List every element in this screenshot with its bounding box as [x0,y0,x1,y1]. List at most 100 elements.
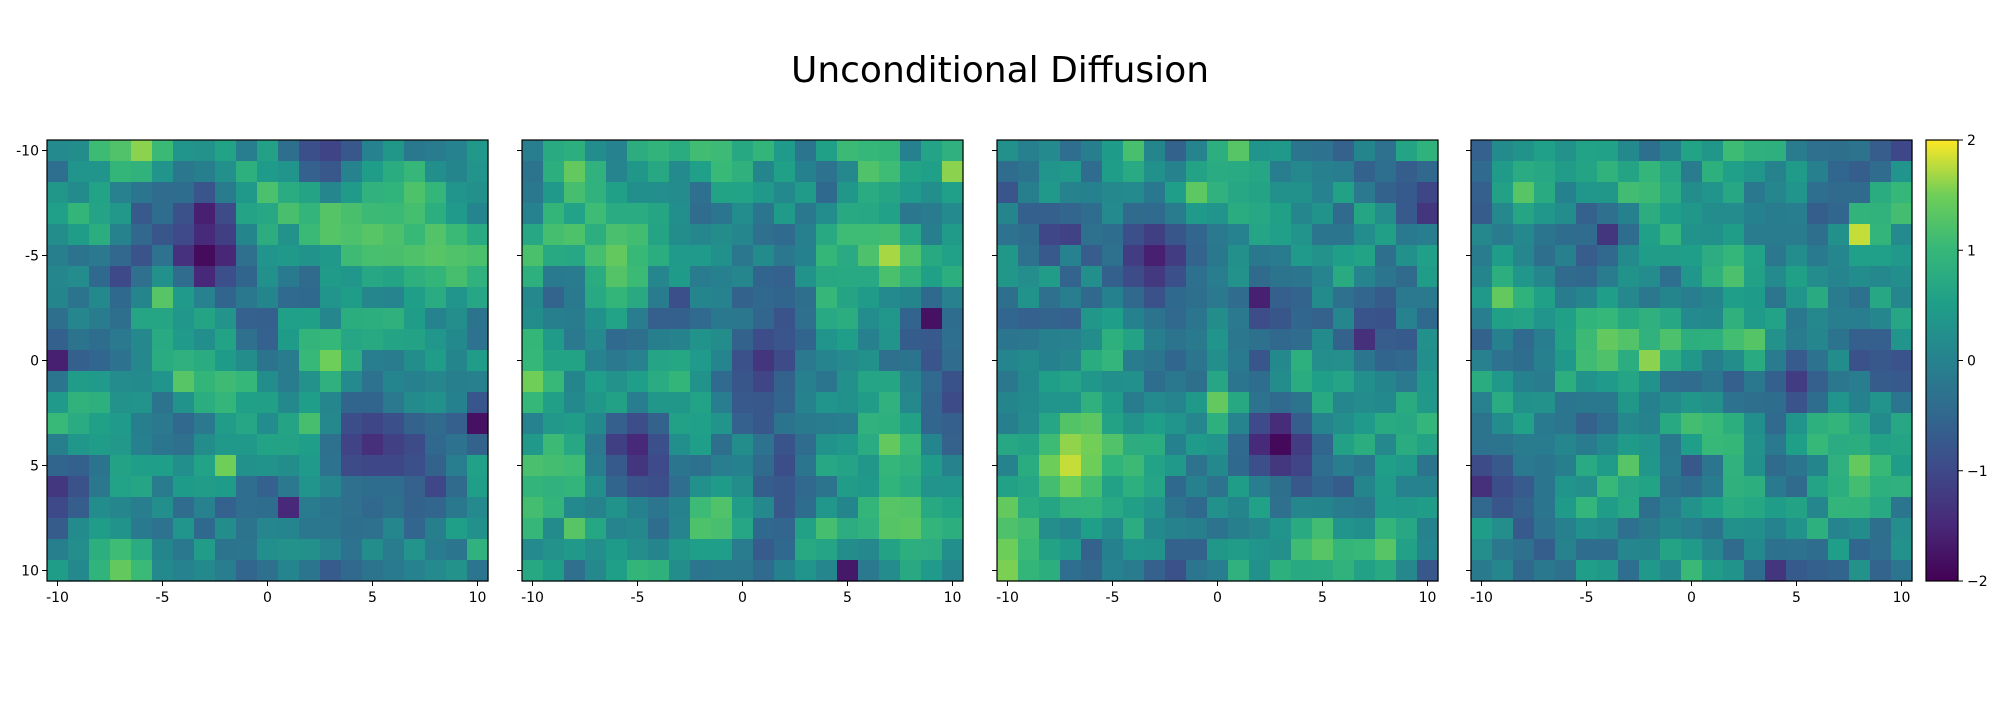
heatmap-cell [1576,245,1598,267]
heatmap-cell [753,203,775,225]
heatmap-cell [110,539,132,561]
heatmap-cell [997,476,1019,498]
heatmap-cell [1849,329,1871,351]
heatmap-cell [194,203,216,225]
heatmap-cell [711,539,733,561]
heatmap-cell [522,413,544,435]
heatmap-cell [1081,182,1103,204]
heatmap-cell [1207,497,1229,519]
heatmap-cell [257,518,279,540]
x-tick-label: 10 [944,590,962,606]
heatmap-cell [320,308,342,330]
heatmap-cell [1060,497,1082,519]
heatmap-cell [606,182,628,204]
heatmap-cell [1828,455,1850,477]
heatmap-cell [1228,560,1250,582]
heatmap-cell [1312,161,1334,183]
heatmap-cell [320,140,342,162]
heatmap-cell [68,287,90,309]
heatmap-cell [404,476,426,498]
heatmap-cell [711,287,733,309]
heatmap-cell [1228,182,1250,204]
heatmap-cell [1396,161,1418,183]
x-tick-label: 0 [1213,590,1222,606]
heatmap-cell [467,476,489,498]
heatmap-cell [1555,287,1577,309]
heatmap-cell [362,350,384,372]
heatmap-cell [1618,413,1640,435]
heatmap-cell [257,350,279,372]
heatmap-cell [320,161,342,183]
heatmap-cell [1891,245,1913,267]
heatmap-cell [1249,476,1271,498]
heatmap-cell [627,203,649,225]
heatmap-cell [446,266,468,288]
heatmap-cell [173,140,195,162]
heatmap-cell [1786,476,1808,498]
heatmap-cell [1144,518,1166,540]
heatmap-cell [1291,350,1313,372]
heatmap-cell [1228,287,1250,309]
heatmap-cell [1828,539,1850,561]
heatmap-cell [1513,392,1535,414]
heatmap-cell [1249,308,1271,330]
heatmap-cell [1018,245,1040,267]
heatmap-cell [522,266,544,288]
heatmap-cell [1060,182,1082,204]
heatmap-cell [858,182,880,204]
heatmap-cell [320,560,342,582]
heatmap-cell [362,203,384,225]
heatmap-cell [1102,371,1124,393]
heatmap-cell [341,287,363,309]
heatmap-cell [1081,350,1103,372]
heatmap-cell [1144,224,1166,246]
heatmap-cell [110,371,132,393]
heatmap-cell [1618,476,1640,498]
heatmap-cell [1039,161,1061,183]
heatmap-cell [1786,434,1808,456]
heatmap-cell [774,308,796,330]
heatmap-cell [795,497,817,519]
heatmap-cell [1123,497,1145,519]
heatmap-cell [522,308,544,330]
x-tick-label: 5 [843,590,852,606]
heatmap-cell [627,224,649,246]
heatmap-cell [1375,371,1397,393]
heatmap-cell [404,266,426,288]
heatmap-cell [194,455,216,477]
heatmap-cell [110,182,132,204]
heatmap-cell [1039,329,1061,351]
heatmap-cell [89,455,111,477]
heatmap-cell [816,518,838,540]
heatmap-cell [1375,497,1397,519]
heatmap-cell [1744,434,1766,456]
heatmap-cell [1081,245,1103,267]
heatmap-cell [446,350,468,372]
heatmap-cell [816,287,838,309]
heatmap-cell [997,434,1019,456]
heatmap-cell [1555,434,1577,456]
heatmap-cell [585,539,607,561]
heatmap-cell [152,203,174,225]
heatmap-cell [446,224,468,246]
heatmap-cell [1228,266,1250,288]
heatmap-cell [1270,518,1292,540]
heatmap-cell [1597,182,1619,204]
heatmap-cell [1534,518,1556,540]
heatmap-cell [1102,350,1124,372]
heatmap-cell [89,224,111,246]
heatmap-cell [858,329,880,351]
heatmap-cell [1249,497,1271,519]
heatmap-cell [1723,329,1745,351]
heatmap-cell [1870,350,1892,372]
heatmap-cell [236,203,258,225]
heatmap-cell [1681,329,1703,351]
colorbar-tick-label: −1 [1967,464,1988,480]
heatmap-cell [173,329,195,351]
heatmap-cell [1534,329,1556,351]
heatmap-cell [1471,203,1493,225]
heatmap-cell [900,182,922,204]
heatmap-cell [110,140,132,162]
heatmap-cell [278,161,300,183]
heatmap-cell [1165,434,1187,456]
